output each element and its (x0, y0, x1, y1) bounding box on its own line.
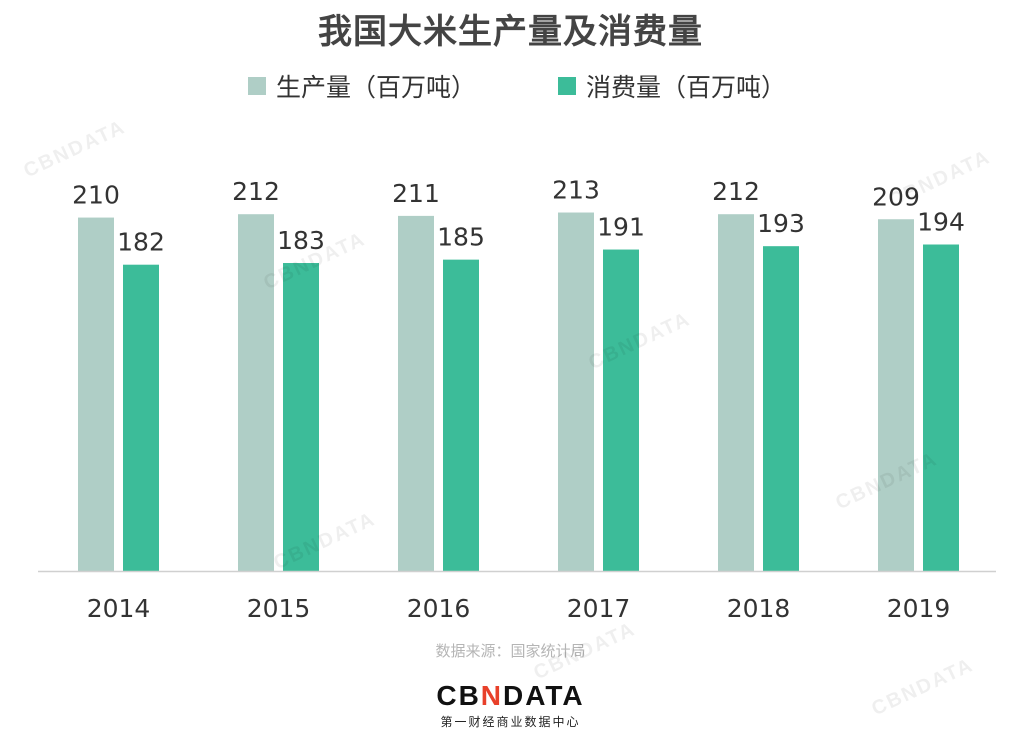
legend: 生产量（百万吨） 消费量（百万吨） (0, 68, 1021, 102)
data-label-production-2015: 212 (232, 177, 280, 206)
brand-logo-accent: N (480, 680, 504, 711)
bar-production-2016 (398, 215, 434, 571)
data-label-consumption-2016: 185 (437, 223, 485, 252)
data-label-production-2017: 213 (552, 176, 600, 205)
bar-consumption-2017 (603, 249, 639, 571)
brand-subtitle: 第一财经商业数据中心 (440, 715, 581, 729)
bar-consumption-2014 (123, 264, 159, 571)
data-label-production-2018: 212 (712, 177, 760, 206)
data-label-consumption-2018: 193 (757, 209, 805, 238)
data-label-consumption-2014: 182 (117, 228, 165, 257)
x-tick-label-2018: 2018 (727, 594, 791, 623)
brand-footer: CBNDATA 第一财经商业数据中心 (0, 680, 1021, 730)
x-tick-label-2017: 2017 (567, 594, 631, 623)
bar-consumption-2015 (283, 263, 319, 571)
legend-swatch-production (248, 77, 266, 95)
bar-consumption-2016 (443, 259, 479, 571)
data-label-production-2016: 211 (392, 179, 440, 208)
bar-production-2015 (238, 214, 274, 572)
brand-logo-suffix: DATA (503, 680, 585, 711)
legend-item-production: 生产量（百万吨） (248, 68, 476, 104)
x-tick-label-2015: 2015 (247, 594, 311, 623)
x-tick-label-2014: 2014 (87, 594, 151, 623)
x-tick-label-2019: 2019 (887, 594, 951, 623)
legend-swatch-consumption (558, 77, 576, 95)
legend-item-consumption: 消费量（百万吨） (558, 68, 786, 104)
data-label-consumption-2017: 191 (597, 213, 645, 242)
data-label-production-2019: 209 (872, 182, 920, 211)
bar-production-2017 (558, 212, 594, 571)
x-tick-label-2016: 2016 (407, 594, 471, 623)
legend-label-consumption: 消费量（百万吨） (586, 73, 787, 102)
bar-production-2019 (878, 219, 914, 572)
brand-logo-prefix: CB (436, 680, 481, 711)
data-source: 数据来源：国家统计局 (435, 642, 586, 660)
bar-production-2014 (78, 217, 114, 571)
data-label-consumption-2019: 194 (917, 207, 965, 236)
brand-logo: CBNDATA (0, 680, 1021, 712)
bar-chart: 210 182 2014 212 183 2015 211 185 2016 213 191 2017… (38, 176, 996, 623)
data-label-production-2014: 210 (72, 181, 120, 210)
data-label-consumption-2015: 183 (277, 226, 325, 255)
bar-consumption-2019 (923, 244, 959, 572)
legend-label-production: 生产量（百万吨） (276, 73, 477, 102)
bar-consumption-2018 (763, 246, 799, 571)
chart-title: 我国大米生产量及消费量 (318, 12, 703, 52)
bar-production-2018 (718, 214, 754, 572)
